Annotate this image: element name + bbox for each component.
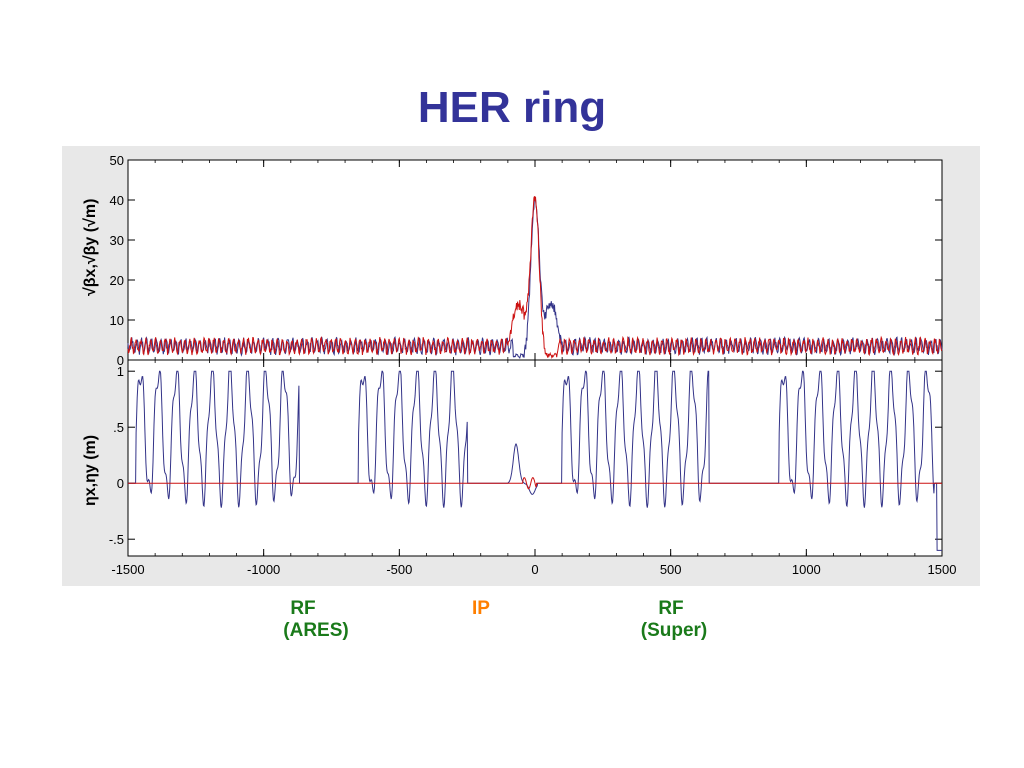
x-tick-label: -1000 (247, 562, 280, 577)
super-label: (Super) (640, 620, 708, 641)
top-ytick-label: 20 (110, 273, 124, 288)
bottom-y-axis-label: ηx,ηy (m) (82, 434, 99, 506)
top-ytick-label: 30 (110, 233, 124, 248)
top-ytick-label: 50 (110, 153, 124, 168)
bottom-series-0-line (128, 370, 942, 551)
bottom-plot-area (127, 359, 943, 557)
rf-ares-label: RF (290, 598, 316, 619)
top-ytick-label: 10 (110, 313, 124, 328)
top-ytick-label: 0 (117, 353, 124, 368)
rf-super-label: RF (658, 598, 684, 619)
bottom-ytick-label: 0 (117, 476, 124, 491)
x-tick-label: 500 (660, 562, 682, 577)
ip-annotation: IP (472, 598, 490, 619)
bottom-ytick-label: -.5 (109, 532, 124, 547)
bottom-ytick-label: 1 (117, 364, 124, 379)
bottom-ytick-label: .5 (113, 420, 124, 435)
rf-ares-annotation: RF (ARES) (276, 598, 356, 642)
top-y-axis-label: √βx,√βy (√m) (82, 198, 99, 296)
x-tick-label: 1500 (928, 562, 957, 577)
slide-title: HER ring (417, 83, 607, 132)
top-plot-area (127, 159, 943, 361)
top-series-1-line (127, 196, 943, 360)
x-tick-label: -1500 (111, 562, 144, 577)
rf-super-annotation: RF (Super) (632, 598, 716, 642)
top-ytick-label: 40 (110, 193, 124, 208)
bottom-series-1-line (128, 476, 942, 490)
x-tick-label: 1000 (792, 562, 821, 577)
x-tick-label: 0 (531, 562, 538, 577)
x-tick-label: -500 (386, 562, 412, 577)
ares-label: (ARES) (283, 620, 349, 641)
chart-panel: 50 40 30 20 10 0 1.5 0 -.5 -1500 -1000 -500 0 500 1000… (62, 146, 980, 586)
